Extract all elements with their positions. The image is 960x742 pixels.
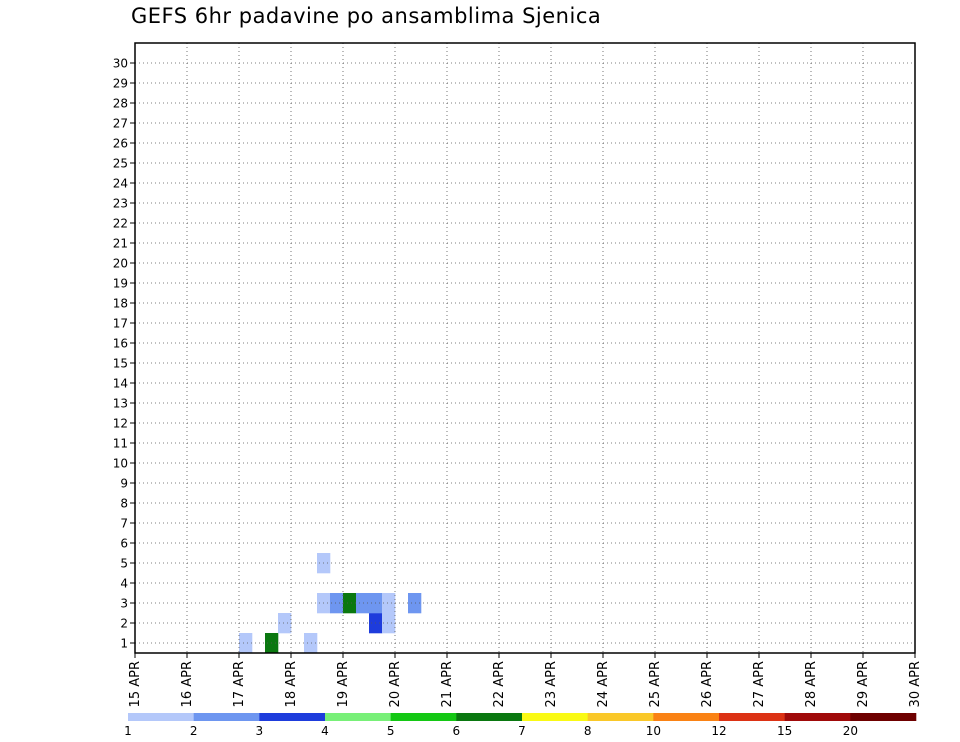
x-tick-label: 30 APR [908,661,923,707]
heatmap-cell [356,593,370,614]
x-tick-label: 22 APR [492,661,507,707]
y-tick-label: 14 [113,377,128,391]
y-tick-label: 15 [113,357,128,371]
colorbar-label: 5 [387,724,395,738]
y-tick-label: 7 [120,517,128,531]
colorbar-swatch [193,713,260,721]
y-tick-label: 13 [113,397,128,411]
y-tick-label: 21 [113,237,128,251]
y-tick-label: 22 [113,217,128,231]
x-tick-label: 21 APR [440,661,455,707]
y-tick-label: 24 [113,177,128,191]
y-tick-label: 16 [113,337,128,351]
y-tick-label: 26 [113,137,128,151]
y-tick-label: 29 [113,77,128,91]
y-tick-label: 4 [120,577,128,591]
colorbar-swatch [325,713,391,721]
colorbar-label: 7 [518,724,526,738]
heatmap-cell [330,593,344,614]
x-tick-label: 27 APR [752,661,767,707]
x-tick-label: 16 APR [180,661,195,707]
x-tick-label: 24 APR [596,661,611,707]
x-tick-label: 23 APR [544,661,559,707]
colorbar: 1 2 3 4 5 6 7 8 10 12 15 20 [124,713,917,738]
heatmap-cell [278,613,292,634]
x-tick-label: 29 APR [856,661,871,707]
colorbar-label: 2 [190,724,198,738]
y-tick-label: 9 [120,477,128,491]
colorbar-swatch [587,713,654,721]
colorbar-label: 8 [584,724,592,738]
y-tick-label: 27 [113,117,128,131]
x-axis-ticks: 15 APR 16 APR 17 APR 18 APR 19 APR 20 APR 21 A… [128,653,923,707]
heatmap-cell [304,633,318,654]
y-tick-label: 2 [120,617,128,631]
heatmap-cell [382,613,396,634]
x-tick-label: 28 APR [804,661,819,707]
colorbar-swatch [719,713,785,721]
x-tick-label: 17 APR [232,661,247,707]
colorbar-label: 20 [843,724,858,738]
y-tick-label: 19 [113,277,128,291]
heatmap-cell [408,593,422,614]
y-tick-label: 8 [120,497,128,511]
x-tick-label: 20 APR [388,661,403,707]
x-tick-label: 15 APR [128,661,143,707]
colorbar-label: 3 [256,724,264,738]
y-tick-label: 5 [120,557,128,571]
x-tick-label: 18 APR [284,661,299,707]
y-tick-label: 3 [120,597,128,611]
y-tick-label: 18 [113,297,128,311]
grid-lines [135,43,915,653]
colorbar-label: 4 [321,724,329,738]
heatmap-cell [382,593,396,614]
x-tick-label: 19 APR [336,661,351,707]
colorbar-label: 1 [124,724,132,738]
heatmap-cells [239,553,422,654]
y-tick-label: 25 [113,157,128,171]
plot-frame [134,42,916,654]
colorbar-swatch [653,713,720,721]
heatmap-cell [239,633,253,654]
chart-title: GEFS 6hr padavine po ansamblima Sjenica [131,4,602,28]
y-tick-label: 23 [113,197,128,211]
colorbar-swatch [259,713,326,721]
colorbar-label: 6 [453,724,461,738]
x-tick-label: 25 APR [648,661,663,707]
y-tick-label: 28 [113,97,128,111]
colorbar-swatch [128,713,194,721]
colorbar-label: 15 [777,724,792,738]
y-tick-label: 30 [113,57,128,71]
y-tick-label: 6 [120,537,128,551]
x-tick-label: 26 APR [700,661,715,707]
y-tick-label: 11 [113,437,128,451]
y-tick-label: 1 [120,637,128,651]
colorbar-label: 10 [646,724,661,738]
y-tick-label: 17 [113,317,128,331]
colorbar-swatch [522,713,588,721]
colorbar-swatch [784,713,851,721]
y-axis-ticks: 1234567891011121314151617181920212223242… [113,57,135,651]
y-tick-label: 10 [113,457,128,471]
colorbar-swatch [390,713,457,721]
heatmap-cell [343,593,357,614]
y-tick-label: 12 [113,417,128,431]
y-tick-label: 20 [113,257,128,271]
colorbar-label: 12 [711,724,726,738]
colorbar-swatch [850,713,917,721]
colorbar-swatch [456,713,523,721]
